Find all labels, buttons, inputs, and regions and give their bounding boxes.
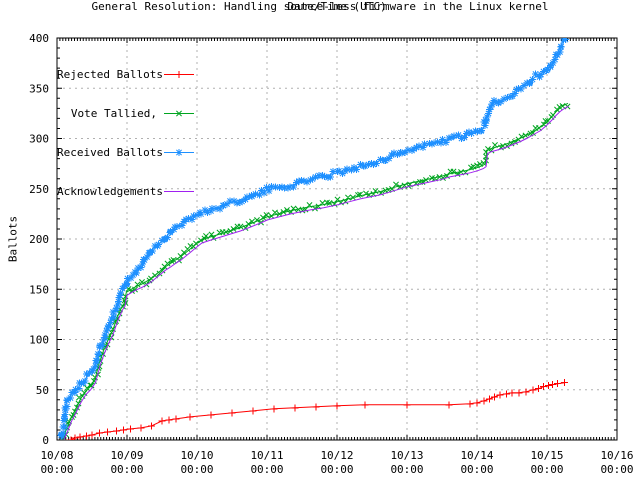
legend-label: Rejected Ballots	[57, 68, 163, 81]
x-axis-label: Date/Time (UTC)	[287, 0, 387, 13]
legend-sample-line-icon	[164, 149, 194, 156]
y-tick-label: 200	[29, 233, 49, 246]
x-tick-label: 10/11	[250, 449, 283, 462]
y-tick-label: 350	[29, 82, 49, 95]
x-tick-sublabel: 00:00	[600, 463, 633, 476]
y-tick-label: 50	[36, 384, 49, 397]
legend-item-rejected-ballots: Rejected Ballots	[57, 68, 196, 81]
y-tick-label: 250	[29, 183, 49, 196]
x-tick-sublabel: 00:00	[180, 463, 213, 476]
x-tick-label: 10/10	[180, 449, 213, 462]
chart-title: General Resolution: Handling source-less…	[91, 0, 549, 13]
x-tick-sublabel: 00:00	[460, 463, 493, 476]
y-tick-label: 150	[29, 283, 49, 296]
x-tick-label: 10/13	[390, 449, 423, 462]
legend-label: Acknowledgements	[57, 185, 163, 198]
legend: Rejected Ballots Vote Tallied, Received …	[57, 42, 196, 224]
legend-sample-line-icon	[164, 71, 194, 78]
x-tick-sublabel: 00:00	[320, 463, 353, 476]
legend-sample-line-icon	[164, 191, 194, 192]
y-tick-label: 0	[42, 434, 49, 447]
x-tick-sublabel: 00:00	[530, 463, 563, 476]
legend-item-vote-tallied: Vote Tallied,	[57, 107, 196, 120]
x-tick-sublabel: 00:00	[250, 463, 283, 476]
y-axis-label: Ballots	[6, 215, 20, 263]
legend-item-received-ballots: Received Ballots	[57, 146, 196, 159]
y-tick-label: 100	[29, 334, 49, 347]
x-tick-label: 10/14	[460, 449, 493, 462]
legend-label: Vote Tallied,	[70, 107, 157, 120]
x-tick-sublabel: 00:00	[110, 463, 143, 476]
x-tick-sublabel: 00:00	[390, 463, 423, 476]
x-tick-label: 10/12	[320, 449, 353, 462]
y-tick-label: 300	[29, 133, 49, 146]
x-tick-label: 10/09	[110, 449, 143, 462]
legend-item-acknowledgements: Acknowledgements	[57, 185, 196, 198]
x-tick-label: 10/15	[530, 449, 563, 462]
x-tick-label: 10/08	[40, 449, 73, 462]
legend-label: Received Ballots	[57, 146, 163, 159]
x-tick-label: 10/16	[600, 449, 633, 462]
y-tick-label: 400	[29, 32, 49, 45]
legend-sample-line-icon	[164, 110, 194, 117]
x-tick-sublabel: 00:00	[40, 463, 73, 476]
